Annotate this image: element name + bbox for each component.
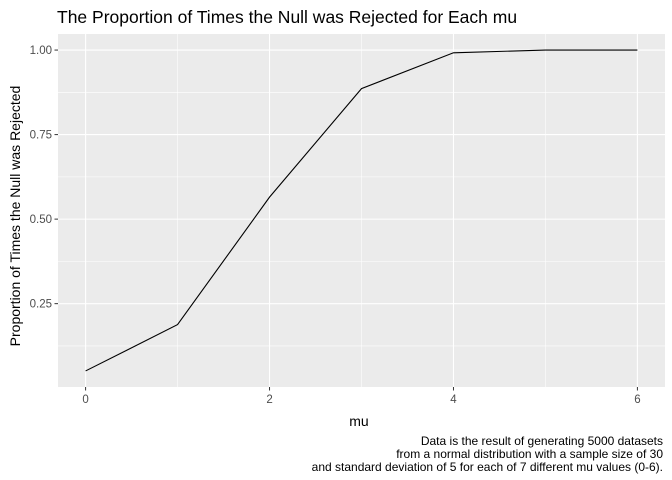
caption-line: from a normal distribution with a sample… — [396, 447, 663, 461]
x-axis-ticks: 0 2 4 6 — [82, 387, 641, 406]
grid-major — [58, 34, 665, 387]
x-tick-label: 0 — [82, 394, 88, 406]
caption: Data is the result of generating 5000 da… — [312, 434, 664, 474]
y-tick-label: 1.00 — [30, 45, 52, 57]
x-axis-title: mu — [349, 413, 368, 429]
caption-line: Data is the result of generating 5000 da… — [421, 434, 663, 448]
grid-minor — [58, 34, 665, 387]
caption-line: and standard deviation of 5 for each of … — [312, 460, 663, 474]
y-tick-label: 0.25 — [30, 299, 52, 311]
chart-title: The Proportion of Times the Null was Rej… — [57, 7, 517, 27]
x-tick-label: 2 — [266, 394, 272, 406]
x-tick-label: 6 — [634, 394, 640, 406]
y-tick-label: 0.75 — [30, 130, 52, 142]
x-tick-label: 4 — [450, 394, 457, 406]
y-axis-ticks: 0.25 0.50 0.75 1.00 — [30, 45, 58, 311]
series-line — [85, 49, 638, 372]
y-tick-label: 0.50 — [30, 214, 52, 226]
y-axis-title: Proportion of Times the Null was Rejecte… — [7, 86, 23, 347]
